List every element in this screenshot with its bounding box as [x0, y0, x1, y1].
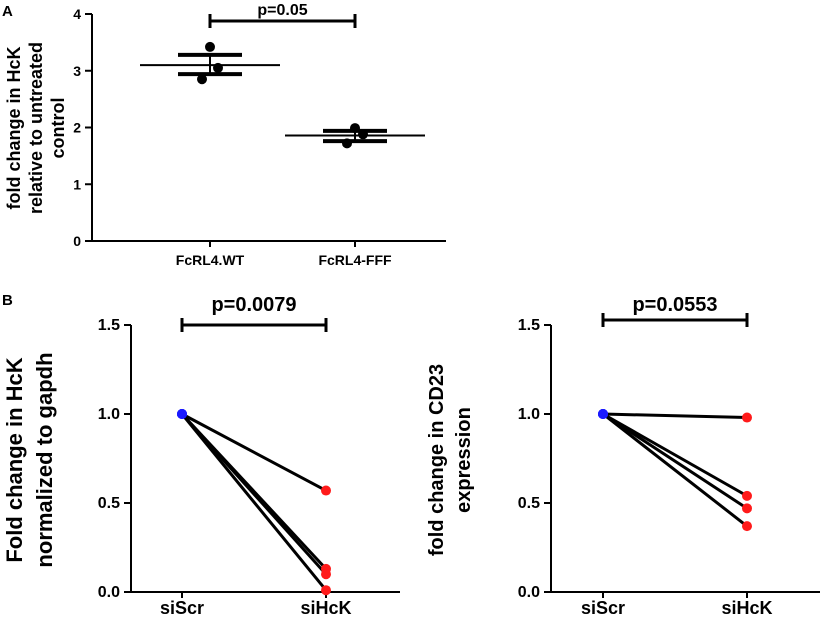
sihck-point: [321, 485, 331, 496]
y-tick-label: 2: [73, 120, 81, 136]
sihck-point: [742, 490, 752, 501]
sihck-point: [321, 569, 331, 580]
series-line: [602, 412, 748, 510]
data-point: [342, 138, 352, 149]
p-value-label: p=0.0079: [211, 294, 296, 316]
sihck-point: [742, 521, 752, 532]
y-tick-label: 1.0: [98, 406, 120, 423]
y-tick-label: 0.5: [98, 495, 120, 512]
x-tick-label: siHcK: [721, 598, 772, 618]
y-tick-label: 0.5: [518, 495, 540, 512]
y-axis-label: control: [48, 98, 68, 159]
p-value-label: p=0.05: [257, 2, 307, 19]
y-axis-label: fold change in CD23: [426, 364, 448, 556]
series-line: [602, 412, 748, 498]
chart-b-hck: 0.0 0.5 1.0 1.5 siScr siHcK Fold change in HcK…: [2, 294, 400, 618]
data-point: [358, 129, 368, 140]
siscr-point: [598, 409, 608, 419]
y-axis-label: expression: [453, 407, 475, 513]
data-point: [205, 41, 215, 52]
x-tick-label: siScr: [581, 598, 625, 618]
series-line: [180, 412, 328, 576]
panel-label-a: A: [2, 3, 13, 20]
x-tick-label: siScr: [160, 598, 204, 618]
y-axis-label: fold change in HcK: [4, 46, 24, 209]
y-tick-label: 4: [73, 6, 81, 22]
sihck-point: [321, 585, 331, 596]
y-tick-label: 1.5: [518, 317, 540, 334]
y-axis-label: normalized to gapdh: [32, 352, 57, 567]
x-tick-label: FcRL4-FFF: [318, 252, 392, 268]
series-line: [602, 412, 748, 420]
y-tick-label: 3: [73, 63, 81, 79]
series-line: [180, 413, 328, 592]
y-tick-label: 1: [73, 176, 81, 192]
chart-a: 0 1 2 3 4 FcRL4.WT FcRL4-FFF fold change in HcK…: [4, 2, 446, 268]
siscr-point: [177, 409, 187, 419]
y-tick-label: 1.5: [98, 317, 120, 334]
y-tick-label: 0: [73, 233, 81, 249]
p-value-label: p=0.0553: [632, 294, 717, 316]
y-tick-label: 1.0: [518, 406, 540, 423]
panel-label-b: B: [2, 292, 13, 309]
series-line: [602, 412, 748, 528]
y-axis-label: Fold change in HcK: [2, 357, 27, 562]
data-point: [197, 74, 207, 85]
data-point: [350, 123, 360, 134]
sihck-point: [742, 503, 752, 514]
y-tick-label: 0.0: [98, 584, 120, 601]
sihck-point: [742, 412, 752, 423]
series-line: [181, 412, 327, 492]
x-tick-label: siHcK: [300, 598, 351, 618]
y-tick-label: 0.0: [518, 584, 540, 601]
y-axis-label: relative to untreated: [26, 42, 46, 214]
chart-b-cd23: 0.0 0.5 1.0 1.5 siScr siHcK fold change in CD2…: [426, 294, 820, 618]
data-point: [213, 62, 223, 73]
x-tick-label: FcRL4.WT: [176, 252, 245, 268]
